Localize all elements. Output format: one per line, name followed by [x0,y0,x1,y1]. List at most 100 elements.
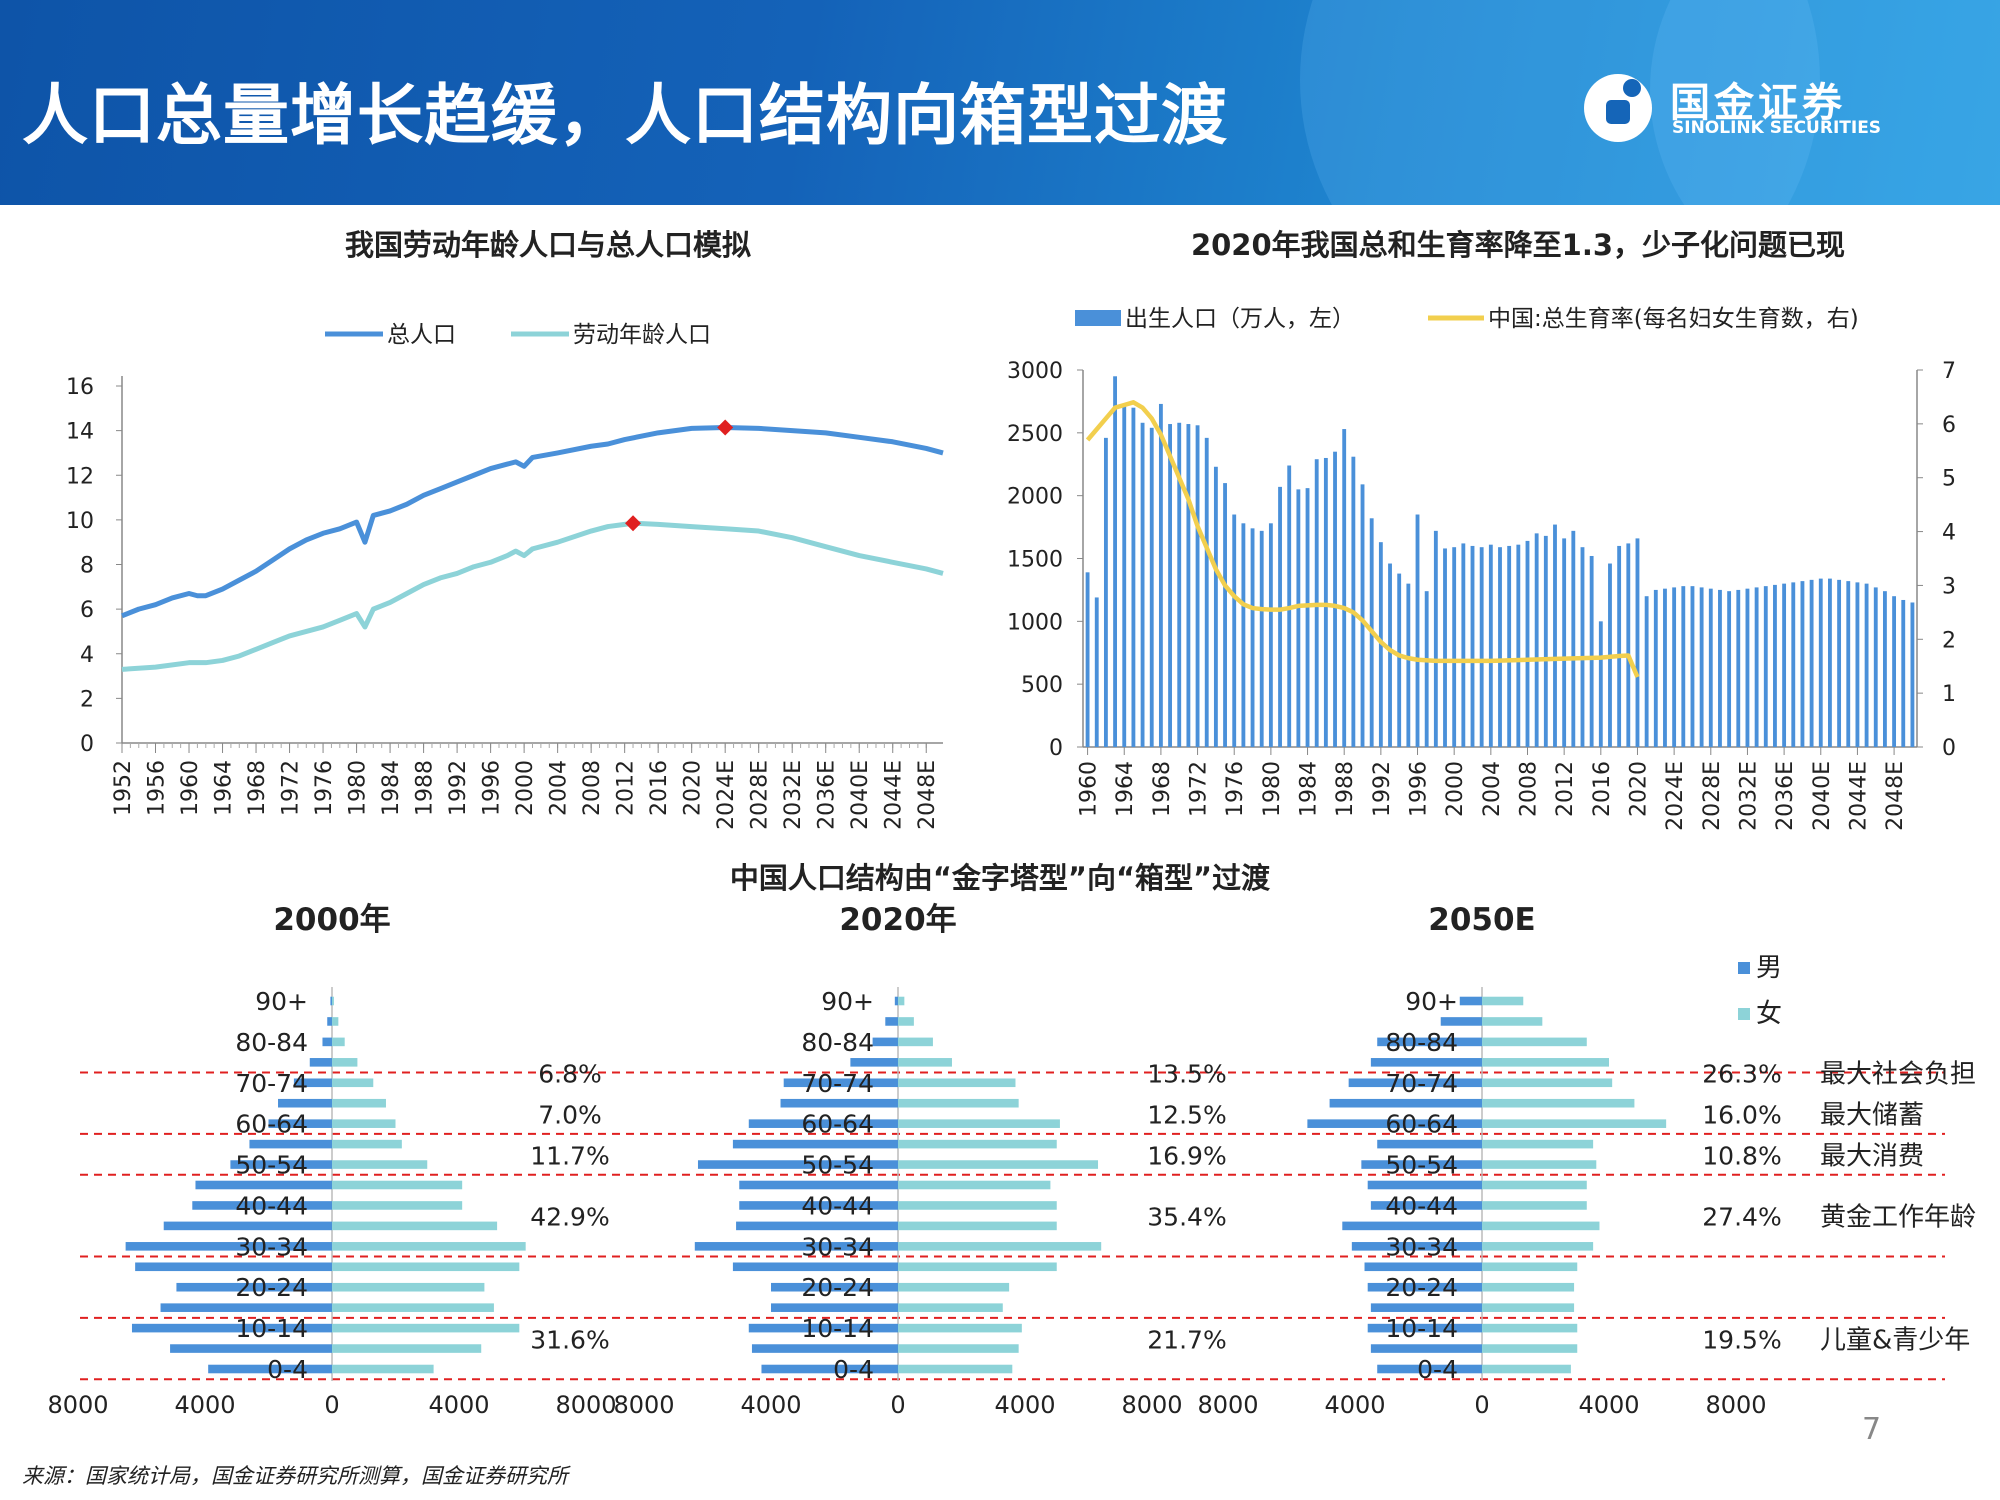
male-bar [739,1180,898,1190]
age-label: 30-34 [801,1232,874,1261]
x-tick-label: 2012 [1553,761,1578,817]
band-note: 最大社会负担 [1820,1060,1976,1090]
x-tick-label: 2004 [547,760,572,816]
female-bar [898,1364,1013,1374]
y-left-tick-label: 2000 [1007,485,1063,510]
x-tick-label: 1956 [145,760,170,816]
birth-bar [1360,484,1365,747]
x-tick-label: 2024E [714,760,739,830]
female-bar [898,1242,1102,1251]
female-bar [898,1160,1099,1169]
pyramid-title: 2050E [1428,902,1535,938]
age-label: 60-64 [801,1110,874,1139]
birth-bar [1507,545,1512,747]
x-tick-label: 1988 [1333,761,1358,817]
x-tick-label: 2028E [1700,761,1725,831]
female-bar [1482,1119,1667,1128]
births-chart-legend: 出生人口（万人，左） 中国:总生育率(每名妇女生育数，右) [1075,306,1859,332]
female-bar [332,1323,520,1333]
male-bar [330,996,332,1006]
female-bar [898,1323,1022,1333]
x-tick-label: 2020 [1626,761,1651,817]
pyramid-x-tick-label: 8000 [613,1391,674,1419]
age-label: 30-34 [235,1232,308,1261]
birth-bar [1333,451,1337,747]
x-tick-label: 2048E [915,760,940,830]
x-tick-label: 1996 [480,760,505,816]
y-tick-label: 6 [80,598,94,623]
male-bar [1370,1201,1482,1210]
birth-bar [1232,514,1237,747]
y-left-tick-label: 3000 [1007,359,1063,384]
age-label: 20-24 [801,1273,874,1302]
male-bar [208,1364,332,1374]
y-right-tick-label: 2 [1942,628,1956,653]
x-tick-label: 2032E [1736,761,1761,831]
x-tick-label: 2016 [647,760,672,816]
pyramid-legend-swatch [1738,962,1750,974]
x-tick-label: 2016 [1590,761,1615,817]
legend-swatch-bar [1075,310,1121,326]
y-right-tick-label: 5 [1942,467,1956,492]
age-label: 80-84 [1385,1028,1458,1057]
band-percentage: 21.7% [1147,1325,1226,1354]
birth-bar [1168,424,1172,747]
x-tick-label: 2012 [614,760,639,816]
birth-bar [1837,579,1842,747]
male-bar [131,1323,332,1333]
male-bar [192,1201,332,1210]
pyramid-title: 2000年 [273,902,390,938]
x-tick-label: 2040E [1810,761,1835,831]
male-bar [850,1058,898,1067]
birth-bar [1699,587,1704,747]
birth-bar [1718,589,1722,747]
birth-bar [1122,403,1127,747]
y-tick-label: 14 [66,420,94,445]
age-label: 40-44 [801,1191,874,1220]
birth-bar [1140,422,1145,747]
population-chart: 我国劳动年龄人口与总人口模拟 总人口 劳动年龄人口 0 2 4 6 8 10 12 14 16 19… [66,228,944,830]
birth-bar [1543,535,1548,747]
band-percentage: 11.7% [530,1141,609,1170]
x-tick-label: 1976 [1223,761,1248,817]
female-bar [1482,1282,1575,1292]
female-bar [332,1303,494,1312]
x-tick-label: 1980 [1260,761,1285,817]
male-bar [1377,1139,1482,1149]
x-tick-label: 1992 [446,760,471,816]
x-tick-label: 1976 [312,760,337,816]
female-bar [332,1262,520,1272]
band-percentage: 6.8% [538,1060,602,1089]
birth-bar [1562,538,1567,747]
birth-bar [1278,486,1282,747]
age-label: 20-24 [235,1273,308,1302]
birth-bar [1828,578,1832,747]
birth-bar [1901,599,1906,747]
pyramid-x-tick-label: 4000 [740,1391,801,1419]
female-bar [332,1078,374,1088]
female-bar [332,1017,339,1026]
birth-bar [1818,578,1823,747]
male-bar [1377,1364,1482,1374]
x-tick-label: 1984 [1297,761,1322,817]
legend-label: 总人口 [387,322,456,348]
female-bar [1482,1323,1578,1333]
birth-bar [1882,591,1887,747]
band-percentage: 26.3% [1702,1060,1781,1089]
female-bar [332,1098,386,1108]
peak-marker [717,419,734,436]
male-bar [697,1160,898,1169]
birth-bar [1690,586,1695,747]
y-tick-label: 0 [80,732,94,757]
birth-bar [1241,523,1246,747]
male-bar [1370,1344,1482,1353]
pyramid-charts: 中国人口结构由“金字塔型”向“箱型”过渡 2000年 0-4 10-14 20-24 3… [47,861,1976,1419]
female-bar [332,1201,463,1210]
fertility-line [1085,400,1640,678]
female-bar [1482,1344,1578,1353]
x-tick-label: 2028E [748,760,773,830]
y-tick-label: 10 [66,509,94,534]
birth-bar [1763,586,1768,747]
female-bar [898,996,905,1006]
y-left-tick-label: 500 [1021,673,1063,698]
